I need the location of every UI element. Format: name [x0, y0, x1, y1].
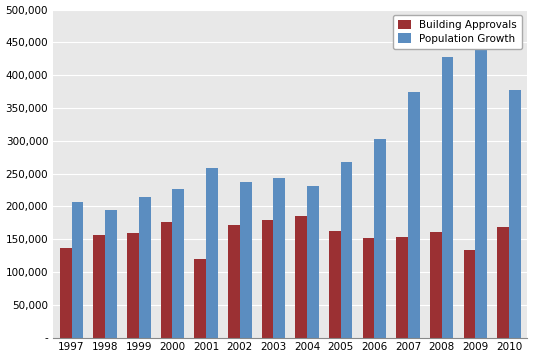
Bar	[396, 237, 408, 338]
Bar	[442, 57, 454, 338]
Bar	[139, 197, 151, 338]
Bar	[430, 232, 442, 338]
Bar	[329, 231, 341, 338]
Bar	[362, 238, 374, 338]
Bar	[105, 210, 117, 338]
Bar	[307, 186, 319, 338]
Bar	[173, 189, 184, 338]
Bar	[161, 222, 173, 338]
Bar	[497, 227, 509, 338]
Bar	[228, 225, 240, 338]
Bar	[206, 168, 218, 338]
Bar	[475, 32, 487, 338]
Bar	[60, 248, 71, 338]
Bar	[295, 216, 307, 338]
Bar	[509, 90, 521, 338]
Bar	[408, 92, 420, 338]
Legend: Building Approvals, Population Growth: Building Approvals, Population Growth	[393, 15, 522, 49]
Bar	[374, 140, 386, 338]
Bar	[71, 202, 83, 338]
Bar	[240, 182, 252, 338]
Bar	[262, 220, 273, 338]
Bar	[341, 163, 352, 338]
Bar	[127, 233, 139, 338]
Bar	[464, 250, 475, 338]
Bar	[93, 235, 105, 338]
Bar	[273, 178, 285, 338]
Bar	[195, 259, 206, 338]
